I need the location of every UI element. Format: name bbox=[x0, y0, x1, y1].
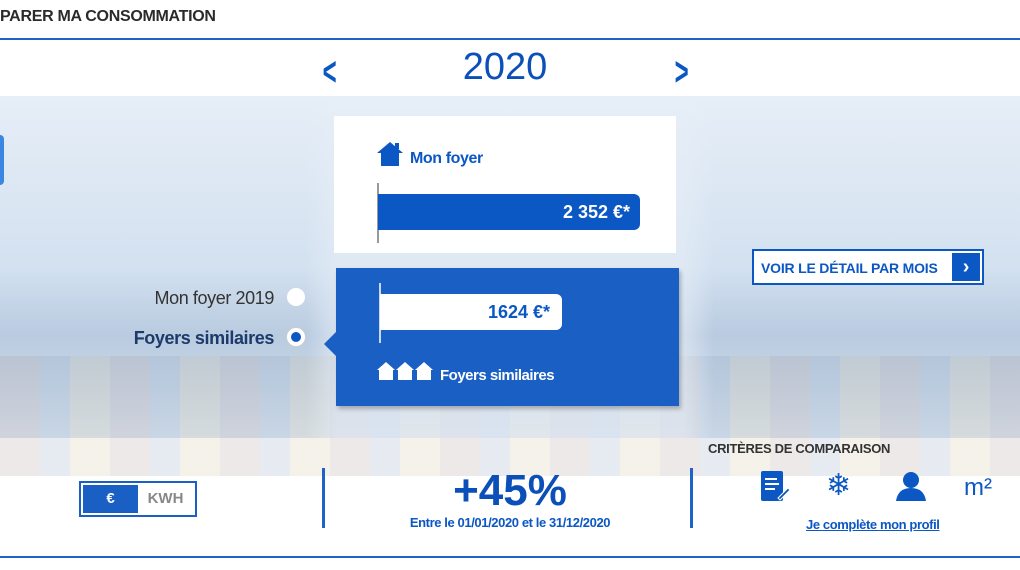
unit-euro[interactable]: € bbox=[83, 485, 138, 513]
percent-difference: +45% bbox=[453, 466, 567, 515]
house-icon bbox=[377, 142, 403, 166]
person-icon[interactable] bbox=[894, 470, 928, 502]
houses-icon bbox=[377, 362, 433, 380]
similar-homes-card bbox=[324, 268, 679, 406]
footer-divider bbox=[0, 556, 1020, 558]
monthly-detail-button[interactable]: VOIR LE DÉTAIL PAR MOIS › bbox=[752, 249, 984, 285]
left-panel-button[interactable] bbox=[0, 135, 4, 185]
complete-profile-link[interactable]: Je complète mon profil bbox=[806, 517, 940, 532]
option-similar-homes[interactable]: Foyers similaires bbox=[133, 328, 275, 348]
unit-kwh[interactable]: KWH bbox=[147, 490, 184, 507]
page-title: PARER MA CONSOMMATION bbox=[0, 8, 216, 25]
my-home-bar: 2 352 €* bbox=[378, 194, 640, 230]
divider bbox=[322, 468, 325, 528]
header-divider bbox=[0, 38, 1020, 40]
option-my-home-2019[interactable]: Mon foyer 2019 bbox=[154, 288, 275, 308]
chevron-left-icon[interactable]: < bbox=[322, 50, 337, 94]
chevron-right-icon: › bbox=[952, 253, 980, 281]
divider bbox=[690, 468, 693, 528]
chevron-right-icon[interactable]: > bbox=[674, 50, 689, 94]
similar-homes-label: Foyers similaires bbox=[440, 367, 555, 384]
similar-homes-bar: 1624 €* bbox=[380, 294, 562, 330]
square-meter-icon[interactable]: m² bbox=[964, 474, 992, 501]
my-home-card bbox=[334, 116, 676, 253]
criteria-title: CRITÈRES DE COMPARAISON bbox=[708, 441, 891, 456]
document-edit-icon[interactable] bbox=[760, 470, 790, 502]
my-home-label: Mon foyer bbox=[410, 150, 483, 167]
unit-toggle[interactable]: € KWH bbox=[79, 481, 197, 517]
year-label: 2020 bbox=[462, 46, 548, 88]
snowflake-icon[interactable]: ❄ bbox=[826, 469, 852, 502]
radio-similar-homes[interactable] bbox=[287, 328, 305, 346]
monthly-detail-label: VOIR LE DÉTAIL PAR MOIS bbox=[761, 260, 938, 276]
date-range: Entre le 01/01/2020 et le 31/12/2020 bbox=[409, 515, 611, 530]
radio-my-home-2019[interactable] bbox=[287, 288, 305, 306]
